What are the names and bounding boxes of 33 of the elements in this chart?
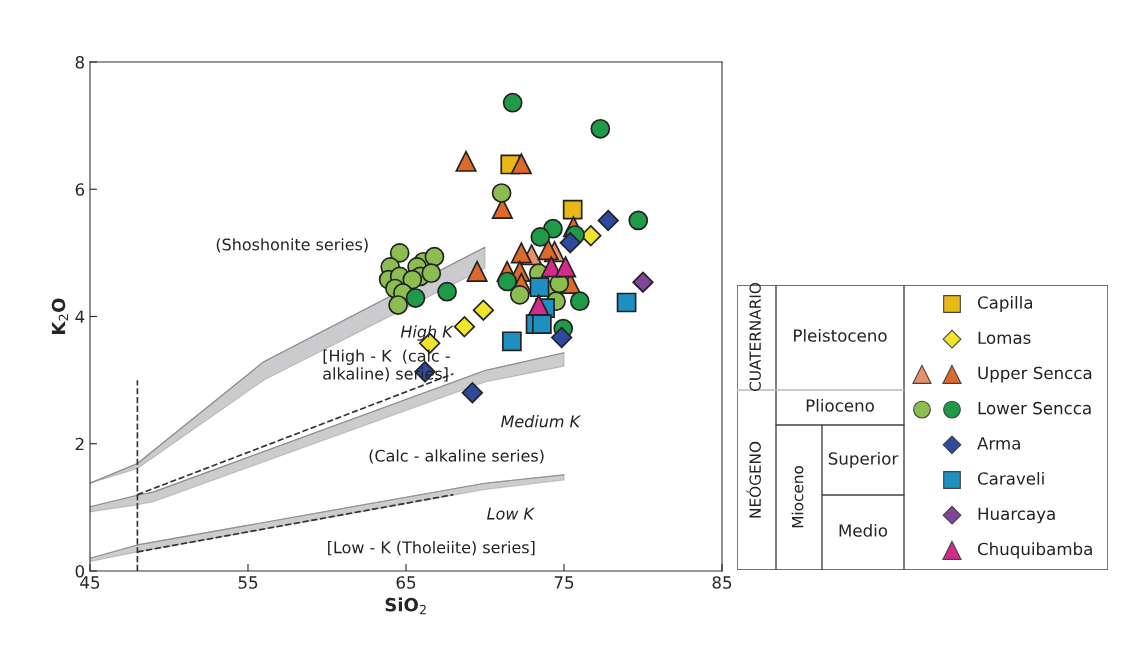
x-tick-label: 85 bbox=[712, 576, 732, 589]
legend-label: Arma bbox=[977, 437, 1020, 450]
y-tick-label: 0 bbox=[75, 564, 85, 578]
annotation: (Shoshonite series) bbox=[216, 238, 368, 253]
annotation: (Calc - alkaline series) bbox=[369, 449, 544, 464]
legend-label: Lower Sencca bbox=[978, 401, 1091, 415]
legend-label: Caraveli bbox=[977, 471, 1044, 485]
text: CUATERNARIO bbox=[749, 282, 761, 392]
legend-label: Huarcaya bbox=[978, 507, 1055, 524]
text: Mioceno bbox=[791, 466, 804, 528]
text: Medio bbox=[839, 523, 888, 537]
text: Pleistoceno bbox=[794, 328, 887, 342]
x-tick-label: 45 bbox=[80, 576, 100, 589]
y-tick-label: 6 bbox=[75, 183, 85, 196]
annotation: Low K bbox=[487, 507, 535, 520]
y-tick-label: 2 bbox=[75, 437, 84, 451]
legend-label: Capilla bbox=[977, 295, 1033, 313]
y-tick-label: 8 bbox=[75, 55, 84, 69]
legend-label: Upper Sencca bbox=[978, 366, 1092, 383]
x-axis-title: SiO$_{2}$ bbox=[385, 597, 426, 615]
x-tick-label: 55 bbox=[238, 576, 258, 589]
legend-label: Lomas bbox=[978, 331, 1031, 345]
x-tick-label: 65 bbox=[396, 576, 416, 589]
x-tick-label: 75 bbox=[554, 576, 574, 589]
annotation: High K bbox=[400, 325, 454, 341]
y-axis-title: K$_{2}$O bbox=[51, 298, 69, 334]
text: Plioceno bbox=[806, 398, 874, 412]
y-tick-label: 4 bbox=[75, 310, 85, 323]
annotation: [Low - K (Tholeiite) series] bbox=[328, 541, 535, 556]
text: Superior bbox=[828, 451, 899, 469]
legend-label: Chuquibamba bbox=[977, 542, 1092, 559]
text: NEÓGENO bbox=[746, 441, 761, 518]
annotation: Medium K bbox=[501, 415, 582, 428]
